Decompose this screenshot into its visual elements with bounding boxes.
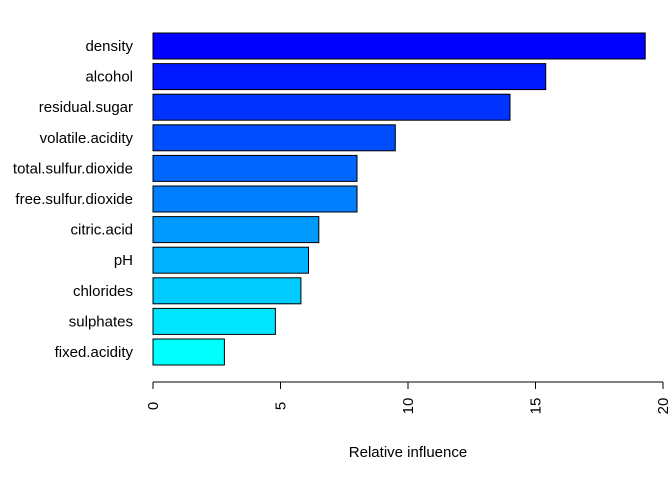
x-axis-title: Relative influence bbox=[349, 444, 467, 461]
bar-volatile-acidity bbox=[152, 124, 396, 152]
bar-residual-sugar bbox=[152, 93, 511, 121]
bar-free-sulfur-dioxide bbox=[152, 185, 358, 213]
bars-group bbox=[152, 32, 646, 366]
x-tick-label-20: 20 bbox=[655, 398, 672, 415]
category-label-alcohol: alcohol bbox=[85, 69, 133, 86]
category-label-sulphates: sulphates bbox=[69, 313, 133, 330]
bar-pH bbox=[152, 246, 309, 274]
bar-citric-acid bbox=[152, 216, 320, 244]
category-label-citric-acid: citric.acid bbox=[70, 222, 133, 239]
bar-total-sulfur-dioxide bbox=[152, 154, 358, 182]
bar-alcohol bbox=[152, 63, 547, 91]
category-label-residual-sugar: residual.sugar bbox=[39, 99, 133, 116]
bar-sulphates bbox=[152, 307, 276, 335]
category-labels-group: density alcohol residual.sugar volatile.aci… bbox=[13, 38, 134, 361]
bar-fixed-acidity bbox=[152, 338, 225, 366]
bar-chlorides bbox=[152, 277, 302, 305]
category-label-pH: pH bbox=[114, 252, 133, 269]
category-label-fixed-acidity: fixed.acidity bbox=[55, 344, 134, 361]
x-tick-label-10: 10 bbox=[400, 398, 417, 415]
category-label-volatile-acidity: volatile.acidity bbox=[40, 130, 134, 147]
x-tick-label-15: 15 bbox=[528, 398, 545, 415]
category-label-chlorides: chlorides bbox=[73, 283, 133, 300]
category-label-density: density bbox=[85, 38, 133, 55]
x-tick-label-0: 0 bbox=[145, 402, 162, 410]
category-label-total-sulfur-dioxide: total.sulfur.dioxide bbox=[13, 160, 133, 177]
bar-density bbox=[152, 32, 646, 60]
x-axis: 0 5 10 15 20 bbox=[145, 381, 672, 415]
x-tick-label-5: 5 bbox=[273, 402, 290, 410]
category-label-free-sulfur-dioxide: free.sulfur.dioxide bbox=[15, 191, 133, 208]
